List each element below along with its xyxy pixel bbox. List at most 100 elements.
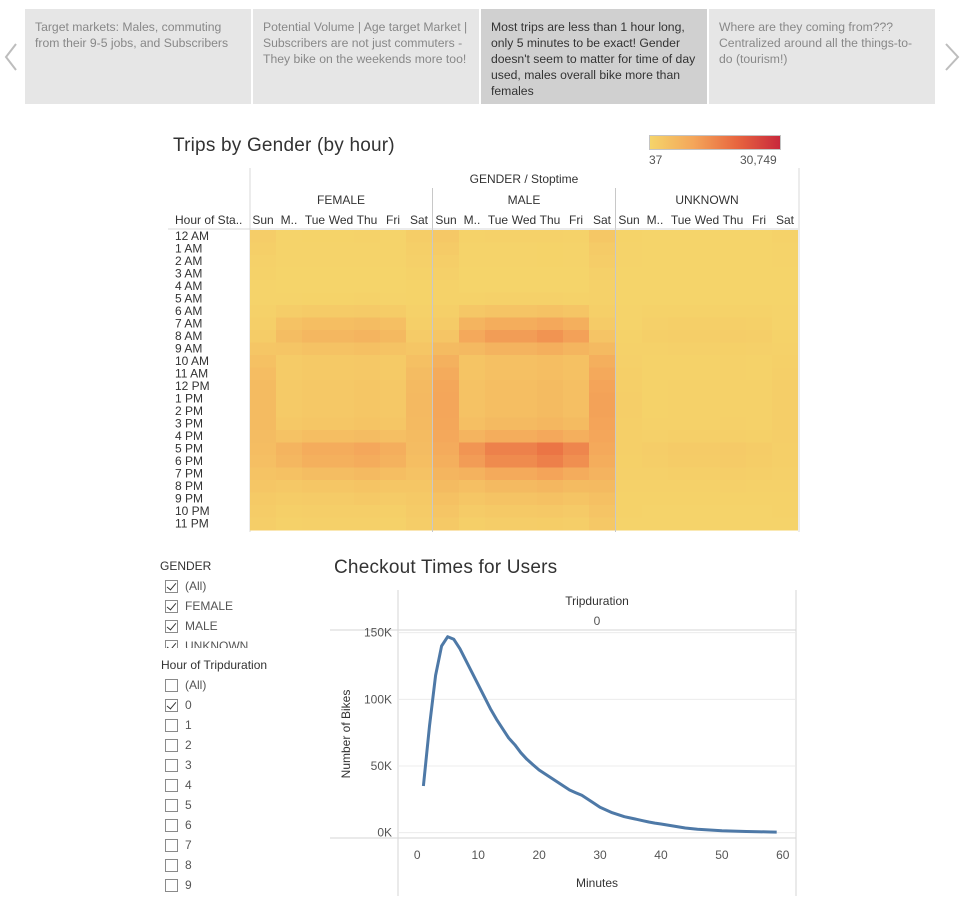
heatmap-cell — [459, 380, 485, 393]
heatmap-cell — [406, 292, 432, 306]
heatmap-cell — [406, 305, 432, 318]
heatmap-cell — [250, 517, 276, 531]
heatmap-cell — [642, 355, 668, 368]
day-label: Sun — [252, 213, 273, 227]
hour-filter-option[interactable]: 4 — [165, 777, 192, 793]
heatmap-cell — [276, 267, 302, 281]
checkbox[interactable] — [165, 818, 178, 832]
heatmap-cell — [328, 305, 354, 318]
hour-filter-option[interactable]: 8 — [165, 857, 192, 873]
heatmap-cell — [642, 380, 668, 393]
row-header: Hour of Sta.. — [175, 213, 242, 227]
heatmap-cell — [668, 430, 694, 443]
hour-filter-option[interactable]: 2 — [165, 737, 192, 753]
heatmap-cell — [537, 355, 563, 368]
heatmap-cell — [563, 317, 589, 331]
heatmap-cell — [746, 342, 772, 356]
checkbox[interactable] — [165, 579, 178, 593]
hour-filter-option[interactable]: 3 — [165, 757, 192, 773]
heatmap-cell — [459, 330, 485, 343]
heatmap-cell — [485, 417, 511, 431]
hour-filter-option[interactable]: (All) — [165, 677, 206, 693]
story-next-button[interactable] — [942, 40, 961, 80]
gender-filter-option-label: FEMALE — [185, 599, 234, 613]
gender-filter-title: GENDER — [160, 559, 212, 573]
gender-filter-option[interactable]: (All) — [165, 578, 206, 594]
heatmap-cell — [642, 330, 668, 343]
story-prev-button[interactable] — [2, 40, 22, 80]
heatmap-cell — [302, 405, 328, 418]
heatmap-cell — [328, 492, 354, 506]
heatmap-cell — [380, 430, 406, 443]
heatmap-cell — [772, 517, 798, 531]
heatmap-cell — [616, 292, 642, 306]
heatmap-cell — [694, 230, 720, 243]
heatmap-cell — [746, 305, 772, 318]
checkbox[interactable] — [165, 738, 178, 752]
checkbox[interactable] — [165, 678, 178, 692]
checkbox[interactable] — [165, 718, 178, 732]
heatmap-cell — [328, 317, 354, 331]
checkbox[interactable] — [165, 778, 178, 792]
heatmap-cell — [720, 430, 746, 443]
story-point[interactable]: Where are they coming from??? Centralize… — [709, 9, 935, 104]
heatmap-cell — [250, 330, 276, 343]
checkbox[interactable] — [165, 838, 178, 852]
heatmap-cell — [302, 430, 328, 443]
hour-filter-option[interactable]: 9 — [165, 877, 192, 893]
heatmap-cell — [563, 417, 589, 431]
heatmap-header: GENDER / Stoptime — [470, 172, 579, 186]
story-point[interactable]: Target markets: Males, commuting from th… — [25, 9, 251, 104]
checkbox[interactable] — [165, 619, 178, 633]
heatmap-cell — [720, 242, 746, 256]
hour-filter-option[interactable]: 7 — [165, 837, 192, 853]
heatmap-cell — [616, 305, 642, 318]
hour-filter-option[interactable]: 6 — [165, 817, 192, 833]
heatmap-cell — [537, 405, 563, 418]
heatmap-cell — [380, 242, 406, 256]
heatmap-cell — [537, 292, 563, 306]
heatmap-cell — [302, 505, 328, 518]
checkbox[interactable] — [165, 798, 178, 812]
heatmap-cell — [616, 417, 642, 431]
heatmap-cell — [380, 355, 406, 368]
heatmap-cell — [328, 417, 354, 431]
heatmap-cell — [746, 380, 772, 393]
story-point-active[interactable]: Most trips are less than 1 hour long, on… — [481, 9, 707, 104]
checkbox[interactable] — [165, 758, 178, 772]
story-point[interactable]: Potential Volume | Age target Market | S… — [253, 9, 479, 104]
hour-filter-option[interactable]: 5 — [165, 797, 192, 813]
heatmap-cell — [485, 492, 511, 506]
heatmap-cell — [328, 255, 354, 268]
checkbox[interactable] — [165, 858, 178, 872]
heatmap-cell — [537, 342, 563, 356]
heatmap-cell — [511, 267, 537, 281]
checkbox[interactable] — [165, 599, 178, 613]
heatmap-cell — [694, 455, 720, 468]
heatmap-cell — [772, 492, 798, 506]
hour-filter-option[interactable]: 1 — [165, 717, 192, 733]
hour-label: 1 AM — [175, 242, 202, 256]
legend-max-label: 30,749 — [740, 153, 777, 167]
checkbox[interactable] — [165, 878, 178, 892]
heatmap-cell — [276, 392, 302, 406]
heatmap-cell — [537, 392, 563, 406]
line-chart: Tripduration 0 150K 100K 50K 0K 0 10 20 30 40 50 60 M… — [330, 590, 797, 896]
heatmap-cell — [772, 380, 798, 393]
heatmap-cell — [485, 405, 511, 418]
gender-filter-option[interactable]: FEMALE — [165, 598, 233, 614]
heatmap-cell — [485, 367, 511, 381]
line-chart-title: Checkout Times for Users — [334, 557, 558, 578]
heatmap-cell — [537, 480, 563, 493]
hour-filter-option[interactable]: 0 — [165, 697, 192, 713]
heatmap-cell — [616, 517, 642, 531]
checkbox[interactable] — [165, 698, 178, 712]
heatmap-cell — [485, 230, 511, 243]
heatmap-cell — [746, 367, 772, 381]
gender-filter-option[interactable]: MALE — [165, 618, 218, 634]
day-label: Thu — [540, 213, 561, 227]
heatmap-cell — [328, 355, 354, 368]
hour-label: 3 PM — [175, 417, 203, 431]
heatmap-cell — [328, 442, 354, 456]
heatmap-cell — [250, 292, 276, 306]
